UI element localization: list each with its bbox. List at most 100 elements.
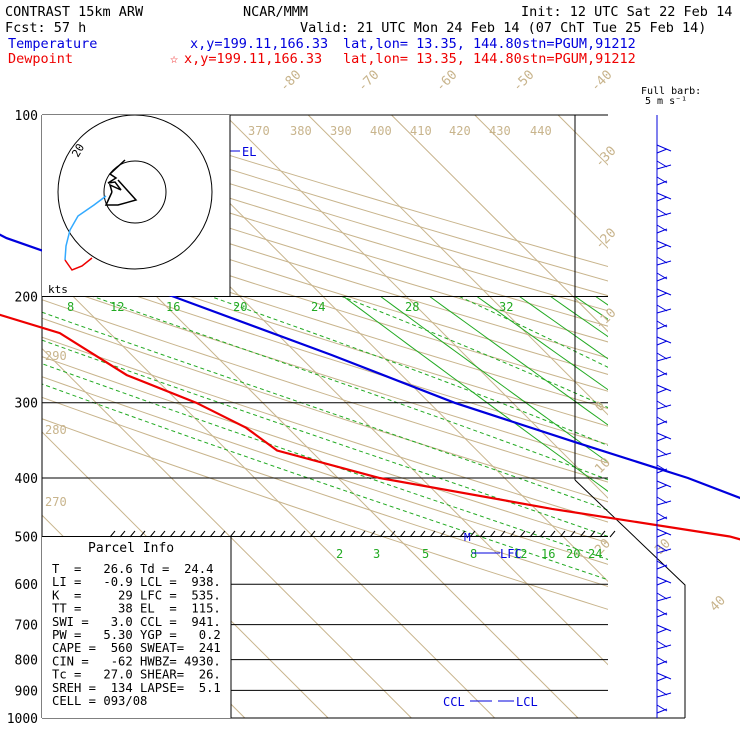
wind-barb xyxy=(656,500,672,506)
hatch-mark xyxy=(169,530,176,538)
mixing-ratio-label: 12 xyxy=(110,300,124,314)
dry-adiabat xyxy=(42,418,608,610)
theta-label: 420 xyxy=(449,124,471,138)
parcel-row: T = 26.6 Td = 24.4 xyxy=(52,562,213,576)
wind-barb xyxy=(656,484,668,490)
hatch-mark xyxy=(429,530,436,538)
wind-barb xyxy=(656,432,672,440)
mixing-ratio-line xyxy=(429,296,608,426)
isotherm-label: -40 xyxy=(588,68,615,95)
hatch-mark xyxy=(279,530,286,538)
hatch-mark xyxy=(329,530,336,538)
hatch-mark xyxy=(229,530,236,538)
hodograph: kts 20 xyxy=(42,114,231,296)
mixing-ratio-label: 2 xyxy=(336,547,343,561)
theta-label: 390 xyxy=(330,124,352,138)
theta-label: 400 xyxy=(370,124,392,138)
wind-barb xyxy=(656,528,672,536)
pressure-tick-label: 300 xyxy=(15,397,38,412)
model-title: CONTRAST 15km ARW xyxy=(5,4,144,20)
hatch-mark xyxy=(479,530,486,538)
wind-barb xyxy=(656,404,672,410)
mixing-ratio-label: 8 xyxy=(470,547,477,561)
hatch-mark xyxy=(249,530,256,538)
dewpoint-station: stn=PGUM,91212 xyxy=(522,51,636,67)
isotherm-label: -60 xyxy=(433,68,460,95)
hatch-mark xyxy=(209,530,216,538)
wind-barb xyxy=(656,288,672,296)
mixing-ratio-line xyxy=(595,296,608,306)
dewpoint-latlon: lat,lon= 13.35, 144.80 xyxy=(343,51,522,67)
wind-barb xyxy=(656,180,668,186)
temperature-legend: Temperature xyxy=(8,36,97,52)
wind-barb xyxy=(656,196,668,202)
hatch-mark xyxy=(419,530,426,538)
isotherm-label: 30 xyxy=(652,536,674,558)
theta-label: 290 xyxy=(45,349,67,363)
isotherm-line xyxy=(557,115,608,166)
hatch-mark xyxy=(519,530,526,538)
pressure-tick-label: 400 xyxy=(15,472,38,487)
wind-barb xyxy=(656,244,668,250)
mixing-ratio-label: 16 xyxy=(166,300,180,314)
pressure-tick-label: 900 xyxy=(15,684,38,699)
hatch-mark xyxy=(509,530,516,538)
moist-adiabat xyxy=(210,296,608,447)
wind-barb xyxy=(656,372,668,378)
theta-label: 370 xyxy=(248,124,270,138)
hatch-mark xyxy=(259,530,266,538)
mixing-ratio-label: 12 xyxy=(513,547,527,561)
isotherm-label: -80 xyxy=(277,68,304,95)
wind-barb xyxy=(656,564,668,570)
wind-barb xyxy=(656,624,672,632)
wind-barb xyxy=(656,228,668,234)
wind-barb xyxy=(656,148,668,154)
wind-barb xyxy=(656,164,672,170)
wind-barb xyxy=(656,580,668,586)
wind-barb xyxy=(656,692,672,698)
mixing-ratio-label: 28 xyxy=(405,300,419,314)
hodograph-trace xyxy=(107,159,126,193)
mixing-ratio-label: 24 xyxy=(588,547,602,561)
hatch-mark xyxy=(569,530,576,538)
wind-barb xyxy=(656,496,668,504)
hatch-mark xyxy=(339,530,346,538)
wind-barb xyxy=(656,596,672,602)
pressure-tick-label: 600 xyxy=(15,578,38,593)
parcel-row: Tc = 27.0 SHEAR= 26. xyxy=(52,668,221,682)
hatch-mark xyxy=(119,530,126,538)
wind-barb xyxy=(656,388,668,394)
parcel-row: CAPE = 560 SWEAT= 241 xyxy=(52,641,221,655)
pressure-tick-label: 1000 xyxy=(7,712,38,727)
init-time: Init: 12 UTC Sat 22 Feb 14 xyxy=(521,4,732,20)
dry-adiabat xyxy=(42,198,608,375)
isotherm-line xyxy=(725,115,740,718)
hatch-mark xyxy=(449,530,456,538)
isotherm-label: -50 xyxy=(510,68,537,95)
hatch-mark xyxy=(269,530,276,538)
wind-barb xyxy=(656,292,668,298)
isotherm-label: 10 xyxy=(592,455,614,477)
ccl-label: CCL xyxy=(443,695,465,709)
wind-barb xyxy=(656,672,672,680)
hatch-mark xyxy=(599,530,606,538)
hodograph-surface xyxy=(64,257,93,271)
isotherm-line xyxy=(42,347,412,718)
theta-label: 440 xyxy=(530,124,552,138)
pressure-tick-label: 100 xyxy=(15,109,38,124)
dry-adiabat xyxy=(42,376,608,565)
moist-adiabat xyxy=(92,296,608,481)
wind-barb xyxy=(656,240,672,248)
hatch-mark xyxy=(299,530,306,538)
mixing-ratio-label: 20 xyxy=(233,300,247,314)
wind-barb xyxy=(656,544,668,552)
isotherm-line xyxy=(141,115,608,583)
parcel-row: TT = 38 EL = 115. xyxy=(52,602,221,616)
isotherm-label: -30 xyxy=(592,144,619,171)
parcel-info-box: Parcel Info T = 26.6 Td = 24.4LI = -0.9 L… xyxy=(42,530,616,718)
hodograph-units: kts xyxy=(48,283,68,296)
mixing-ratio-label: 5 xyxy=(422,547,429,561)
hatch-mark xyxy=(109,530,116,538)
wind-barb xyxy=(656,352,668,360)
